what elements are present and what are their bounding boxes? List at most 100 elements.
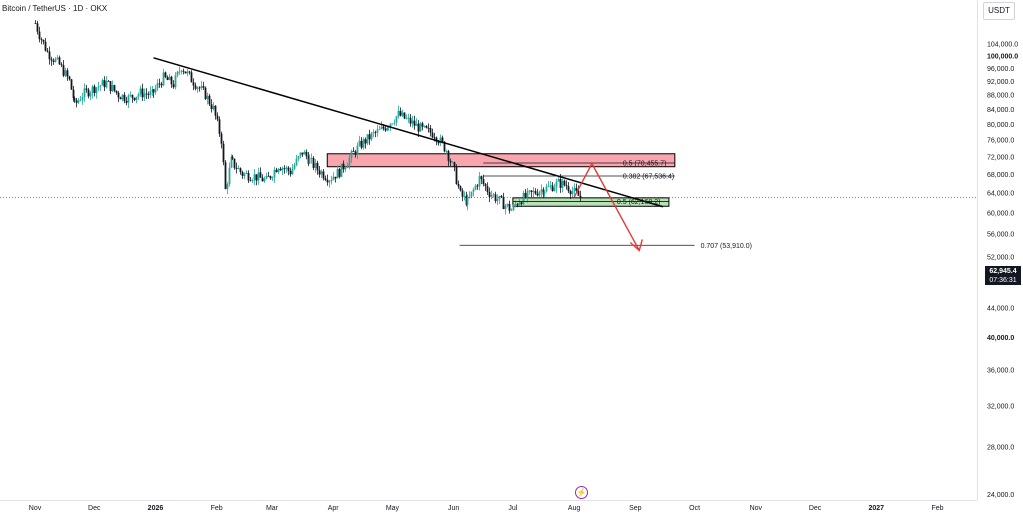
candle bbox=[46, 48, 49, 53]
candle-body bbox=[117, 92, 120, 98]
candle-body bbox=[101, 80, 104, 86]
candle-body bbox=[326, 179, 329, 183]
candle-body bbox=[103, 80, 106, 88]
candle-body bbox=[463, 195, 466, 197]
candles-layer bbox=[34, 20, 582, 215]
candle bbox=[555, 178, 558, 193]
candle-body bbox=[498, 196, 501, 200]
candle bbox=[577, 185, 580, 196]
candle-body bbox=[403, 112, 406, 119]
candle-body bbox=[224, 162, 227, 189]
candle bbox=[184, 71, 187, 74]
time-axis-label: May bbox=[386, 505, 400, 512]
price-tick-label: 24,000.0 bbox=[987, 492, 1014, 499]
currency-selector[interactable]: USDT bbox=[983, 2, 1015, 20]
price-tick-label: 76,000.0 bbox=[987, 138, 1014, 145]
candle-body bbox=[399, 110, 402, 116]
candle-body bbox=[427, 127, 430, 129]
candle-body bbox=[500, 196, 503, 198]
candle bbox=[419, 121, 422, 132]
candle-body bbox=[73, 98, 76, 101]
candle bbox=[224, 160, 227, 190]
symbol-title[interactable]: Bitcoin / TetherUS · 1D · OKX bbox=[2, 4, 107, 13]
candle-body bbox=[119, 97, 122, 100]
candle bbox=[186, 68, 189, 77]
candle-body bbox=[336, 169, 339, 179]
candle bbox=[563, 179, 566, 187]
candle-body bbox=[563, 180, 566, 186]
candle bbox=[73, 96, 76, 103]
candle-body bbox=[210, 104, 213, 110]
candle bbox=[474, 184, 477, 191]
candle-body bbox=[518, 202, 521, 206]
candle bbox=[308, 154, 311, 165]
candle-body bbox=[419, 123, 422, 132]
candle bbox=[279, 167, 282, 171]
candle-body bbox=[68, 76, 71, 80]
candle bbox=[117, 91, 120, 102]
candle-body bbox=[174, 75, 177, 88]
candle-body bbox=[413, 120, 416, 126]
candle bbox=[480, 175, 483, 184]
candle-body bbox=[182, 70, 185, 72]
bolt-icon[interactable]: ⚡ bbox=[575, 486, 588, 499]
candle-body bbox=[194, 85, 197, 89]
candle-body bbox=[530, 190, 533, 193]
candle-body bbox=[395, 116, 398, 123]
candle bbox=[245, 170, 248, 175]
candle bbox=[182, 68, 185, 75]
candle bbox=[368, 129, 371, 145]
candle-body bbox=[307, 156, 310, 164]
candle-body bbox=[573, 187, 576, 191]
candle bbox=[472, 187, 475, 197]
interval-label[interactable]: 1D bbox=[73, 4, 84, 13]
candle-body bbox=[433, 137, 436, 139]
candle bbox=[417, 120, 420, 137]
candle-body bbox=[451, 162, 454, 164]
candle-body bbox=[536, 193, 539, 196]
candle bbox=[518, 199, 521, 206]
candle-body bbox=[176, 71, 179, 76]
candle-body bbox=[85, 88, 88, 90]
candle bbox=[249, 177, 252, 182]
candle-body bbox=[384, 128, 387, 131]
candle bbox=[565, 180, 568, 190]
candle bbox=[455, 164, 458, 185]
candle-body bbox=[279, 168, 282, 171]
candle-body bbox=[95, 87, 98, 94]
candle-body bbox=[228, 167, 231, 185]
candle-body bbox=[526, 190, 529, 198]
candle-body bbox=[151, 89, 154, 92]
candle bbox=[352, 147, 355, 152]
candle-body bbox=[243, 173, 246, 176]
candle bbox=[348, 153, 351, 170]
candle bbox=[216, 112, 219, 122]
candle bbox=[220, 131, 223, 149]
candle bbox=[522, 190, 525, 205]
candle-body bbox=[348, 157, 351, 166]
candle-body bbox=[62, 65, 65, 76]
candle bbox=[575, 183, 578, 193]
candle-body bbox=[222, 143, 225, 163]
candle bbox=[334, 176, 337, 183]
candle bbox=[147, 91, 150, 99]
candle-body bbox=[378, 128, 381, 130]
candle bbox=[95, 87, 98, 99]
candle bbox=[231, 154, 234, 161]
candle-body bbox=[528, 190, 531, 192]
candle bbox=[370, 131, 373, 142]
candle bbox=[468, 191, 471, 199]
candle-body bbox=[297, 156, 300, 159]
candle-body bbox=[334, 176, 337, 179]
candle bbox=[536, 188, 539, 197]
candle bbox=[516, 202, 519, 208]
candle-body bbox=[115, 90, 118, 93]
candle bbox=[143, 88, 146, 102]
time-axis-label: Sep bbox=[629, 505, 642, 512]
candle-body bbox=[226, 184, 229, 189]
candle bbox=[534, 188, 537, 195]
price-tick-label: 84,000.0 bbox=[987, 107, 1014, 114]
price-tick-label: 88,000.0 bbox=[987, 93, 1014, 100]
candle bbox=[476, 183, 479, 190]
